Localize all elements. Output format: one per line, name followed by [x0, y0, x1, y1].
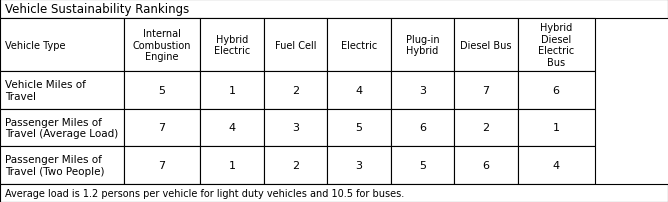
Text: 2: 2 [482, 123, 490, 133]
Text: Passenger Miles of
Travel (Average Load): Passenger Miles of Travel (Average Load) [5, 117, 119, 138]
Text: 3: 3 [292, 123, 299, 133]
Text: Vehicle Sustainability Rankings: Vehicle Sustainability Rankings [5, 3, 190, 16]
Text: Hybrid
Electric: Hybrid Electric [214, 35, 250, 56]
Text: Vehicle Miles of
Travel: Vehicle Miles of Travel [5, 80, 86, 101]
Bar [391, 19, 454, 72]
Text: 4: 4 [355, 85, 363, 95]
Text: 6: 6 [419, 123, 426, 133]
Bar [124, 146, 200, 184]
Text: 1: 1 [552, 123, 560, 133]
Bar [518, 109, 595, 146]
Text: 5: 5 [158, 85, 166, 95]
Text: Average load is 1.2 persons per vehicle for light duty vehicles and 10.5 for bus: Average load is 1.2 persons per vehicle … [5, 188, 405, 198]
Text: 5: 5 [355, 123, 363, 133]
Bar [0, 72, 124, 109]
Bar [454, 109, 518, 146]
Bar [454, 72, 518, 109]
Bar [391, 109, 454, 146]
Text: Vehicle Type: Vehicle Type [5, 40, 66, 50]
Text: 6: 6 [552, 85, 560, 95]
Bar [200, 146, 264, 184]
Text: 4: 4 [552, 160, 560, 170]
Bar [124, 19, 200, 72]
Text: 1: 1 [228, 160, 236, 170]
Text: 2: 2 [292, 160, 299, 170]
Bar [200, 109, 264, 146]
Bar [327, 19, 391, 72]
Bar [518, 146, 595, 184]
Bar [0, 184, 668, 202]
Bar [0, 146, 124, 184]
Bar [264, 109, 327, 146]
Bar [264, 146, 327, 184]
Text: 6: 6 [482, 160, 490, 170]
Text: Hybrid
Diesel
Electric
Bus: Hybrid Diesel Electric Bus [538, 23, 574, 68]
Bar [200, 19, 264, 72]
Text: Fuel Cell: Fuel Cell [275, 40, 317, 50]
Bar [124, 72, 200, 109]
Bar [391, 146, 454, 184]
Bar [518, 72, 595, 109]
Text: 2: 2 [292, 85, 299, 95]
Text: Diesel Bus: Diesel Bus [460, 40, 512, 50]
Bar [0, 109, 124, 146]
Bar [454, 19, 518, 72]
Bar [264, 72, 327, 109]
Bar [124, 109, 200, 146]
Text: 7: 7 [158, 160, 166, 170]
Bar [200, 72, 264, 109]
Text: Plug-in
Hybrid: Plug-in Hybrid [405, 35, 440, 56]
Text: 5: 5 [419, 160, 426, 170]
Text: 7: 7 [482, 85, 490, 95]
Bar [327, 146, 391, 184]
Bar [518, 19, 595, 72]
Text: Passenger Miles of
Travel (Two People): Passenger Miles of Travel (Two People) [5, 154, 105, 176]
Bar [454, 146, 518, 184]
Bar [391, 72, 454, 109]
Bar [327, 109, 391, 146]
Text: 4: 4 [228, 123, 236, 133]
Bar [0, 19, 124, 72]
Text: Electric: Electric [341, 40, 377, 50]
Text: 3: 3 [355, 160, 363, 170]
Text: 1: 1 [228, 85, 236, 95]
Bar [327, 72, 391, 109]
Bar [0, 0, 668, 19]
Text: 3: 3 [419, 85, 426, 95]
Text: 7: 7 [158, 123, 166, 133]
Text: Internal
Combustion
Engine: Internal Combustion Engine [133, 29, 191, 62]
Bar [264, 19, 327, 72]
